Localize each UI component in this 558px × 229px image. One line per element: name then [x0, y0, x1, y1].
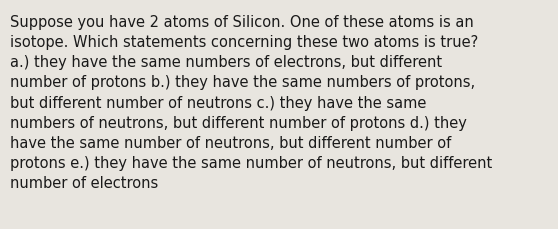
Text: Suppose you have 2 atoms of Silicon. One of these atoms is an
isotope. Which sta: Suppose you have 2 atoms of Silicon. One… — [10, 15, 492, 190]
